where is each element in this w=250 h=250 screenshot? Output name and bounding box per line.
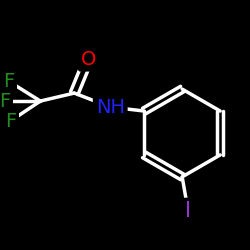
Text: F: F xyxy=(3,72,14,90)
Text: I: I xyxy=(185,201,191,221)
Text: O: O xyxy=(80,50,96,69)
Text: F: F xyxy=(5,112,16,130)
Text: F: F xyxy=(0,92,10,110)
Text: NH: NH xyxy=(96,98,125,116)
